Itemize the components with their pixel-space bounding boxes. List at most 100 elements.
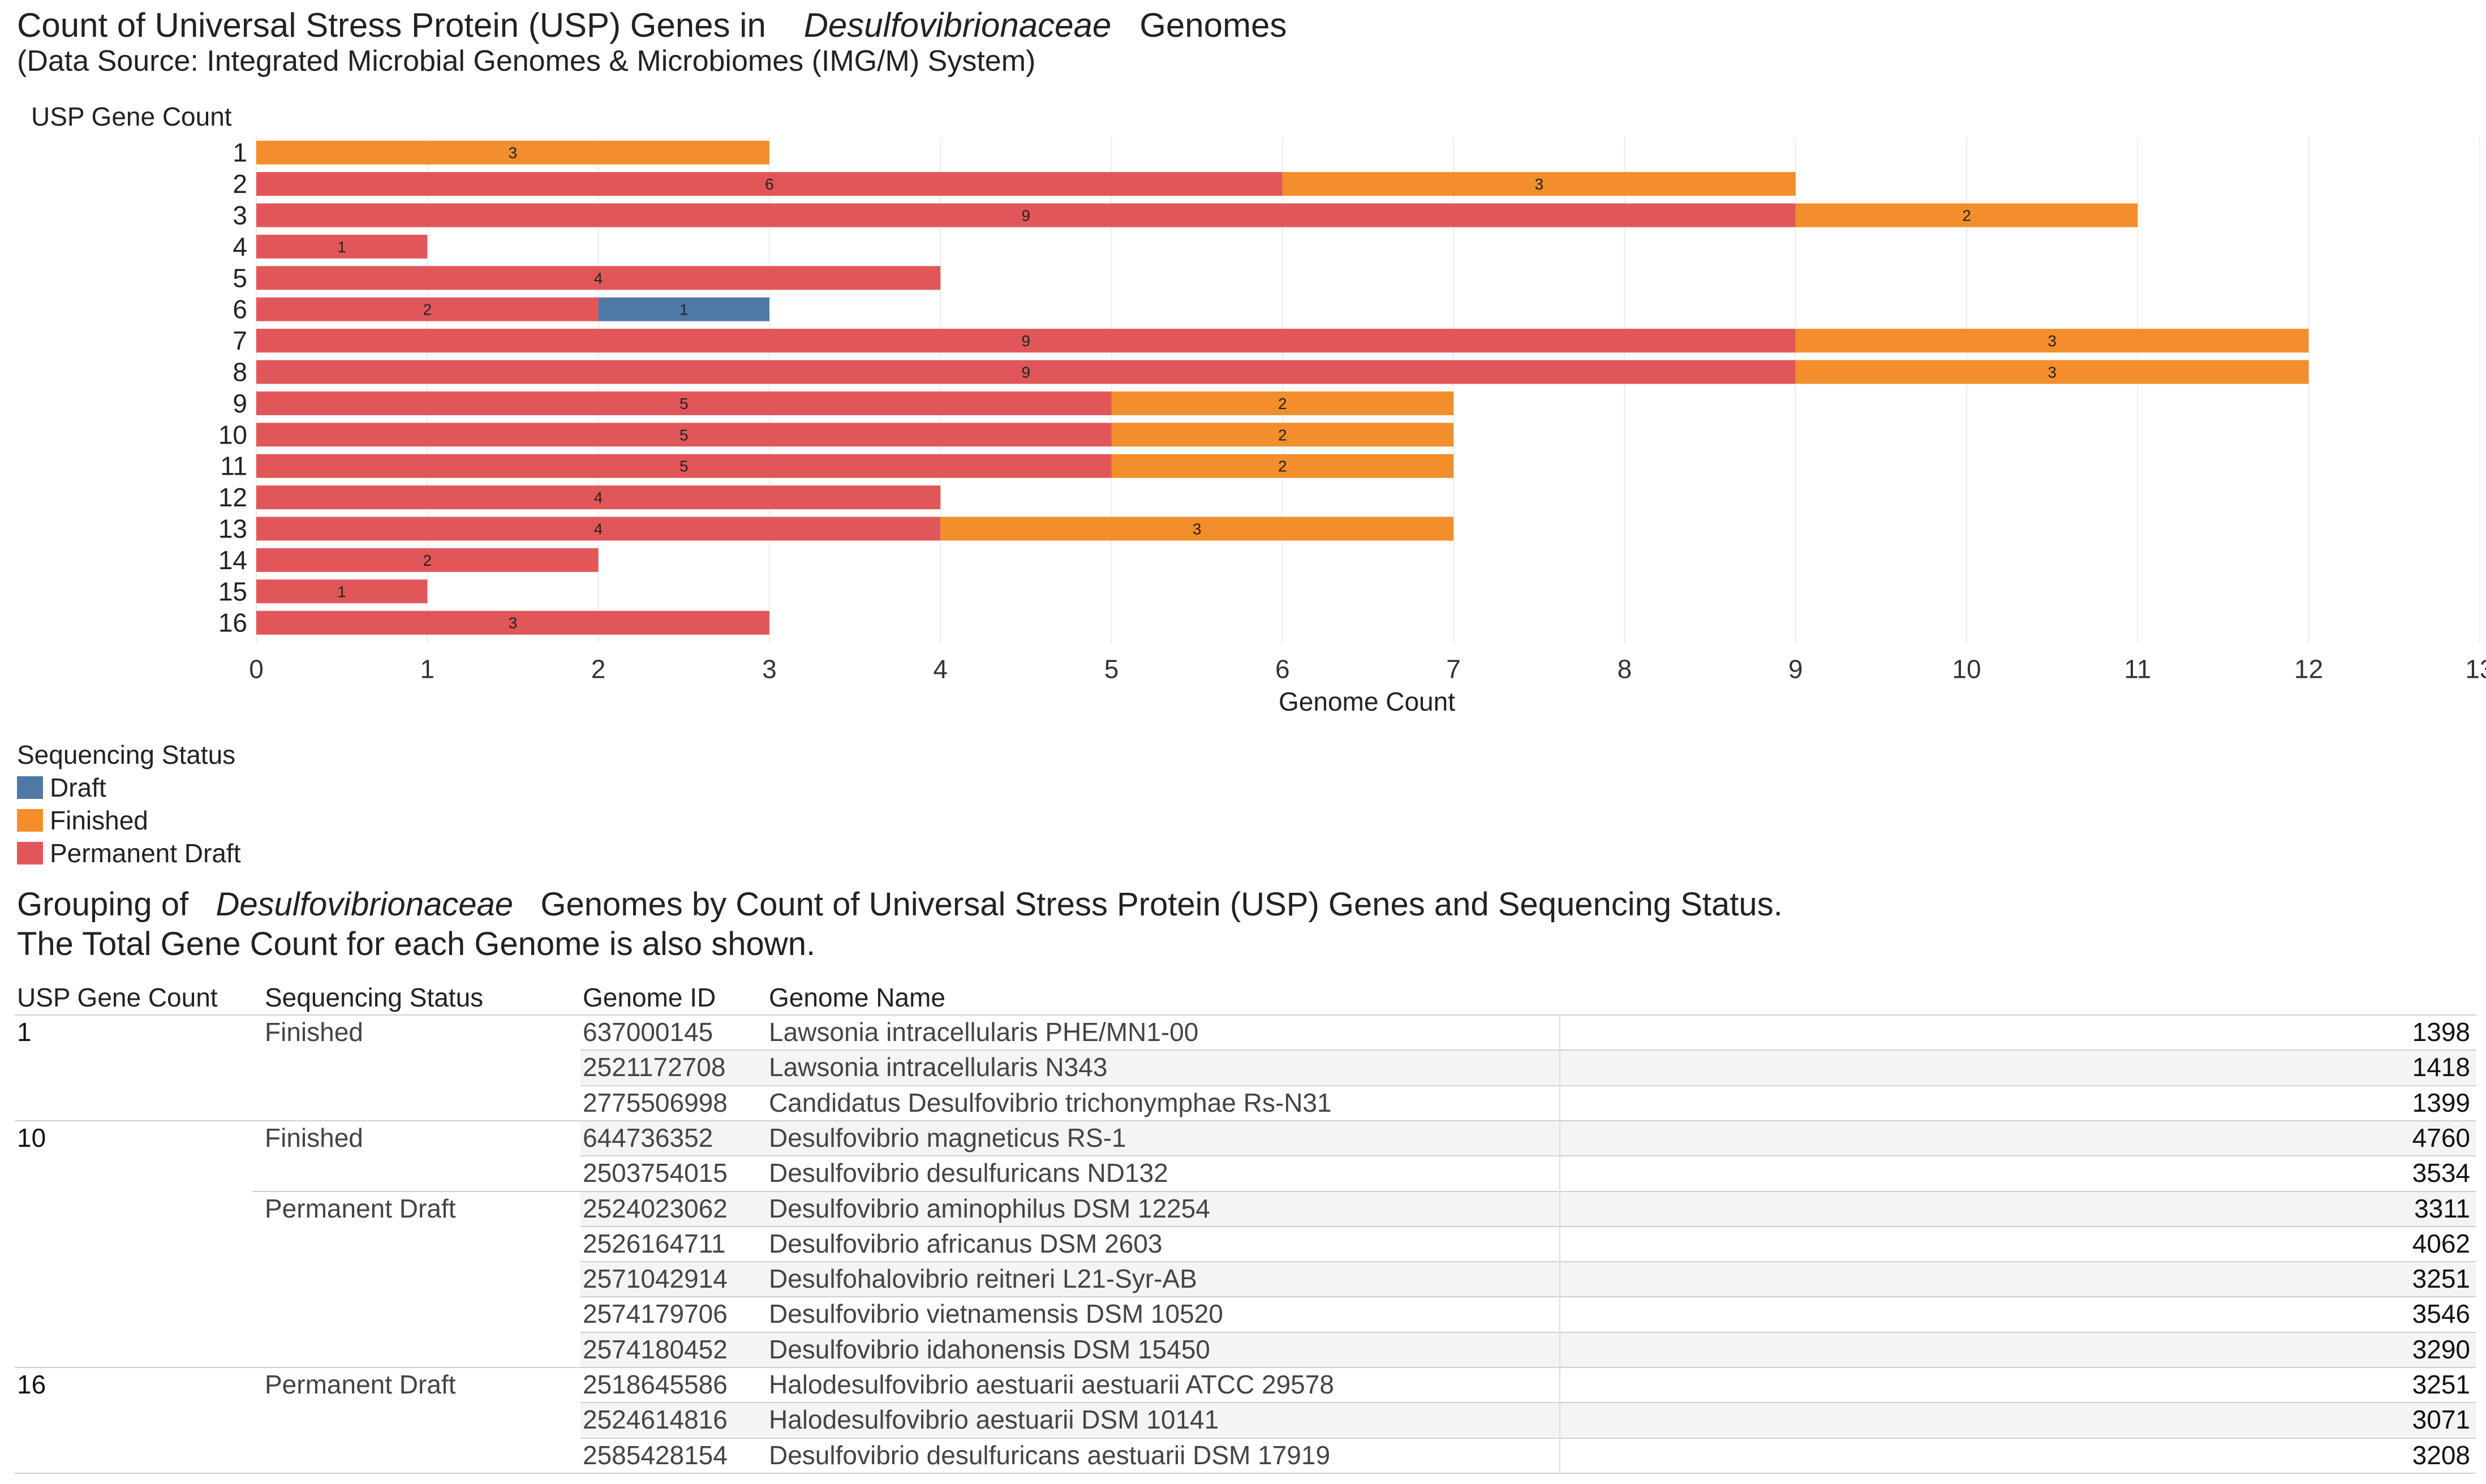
bar-7-permanent-draft[interactable] — [256, 329, 1796, 353]
bar-13-permanent-draft[interactable] — [256, 517, 941, 541]
cell-name: Halodesulfovibrio aestuarii aestuarii AT… — [769, 1370, 1334, 1399]
cell-total-gene-count: 1399 — [2412, 1087, 2470, 1117]
cell-name: Desulfovibrio vietnamensis DSM 10520 — [769, 1299, 1223, 1329]
bar-13-finished[interactable] — [940, 517, 1454, 541]
cell-name: Desulfovibrio magneticus RS-1 — [769, 1122, 1126, 1152]
cell-total-gene-count: 3311 — [2414, 1193, 2470, 1223]
row-divider — [15, 1120, 2476, 1121]
bar-11-permanent-draft[interactable] — [256, 454, 1112, 478]
cell-name: Candidatus Desulfovibrio trichonymphae R… — [769, 1087, 1332, 1117]
table-row[interactable]: Permanent Draft 2524023062 Desulfovibrio a… — [15, 1190, 2476, 1226]
table-row[interactable]: 16 Permanent Draft 2518645586 Halodesulfovi… — [15, 1367, 2476, 1402]
column-divider — [1559, 1225, 1560, 1261]
table-row[interactable]: 1 Finished 637000145 Lawsonia intracellular… — [15, 1014, 2476, 1049]
bar-6-permanent-draft[interactable] — [256, 297, 599, 321]
bar-3-finished[interactable] — [1795, 203, 2138, 227]
row-background — [580, 1261, 2476, 1297]
bar-10-permanent-draft[interactable] — [256, 423, 1112, 447]
bar-5-permanent-draft[interactable] — [256, 266, 941, 290]
cell-id: 2585428154 — [583, 1440, 728, 1470]
cell-total-gene-count: 3071 — [2412, 1405, 2470, 1435]
table-row[interactable]: 2521172708 Lawsonia intracellularis N343 1… — [15, 1049, 2476, 1085]
cell-id: 2574179706 — [583, 1299, 728, 1329]
bar-label-10-finished: 2 — [1278, 426, 1287, 444]
bar-9-permanent-draft[interactable] — [256, 391, 1112, 415]
column-divider — [1559, 1331, 1560, 1367]
table-row[interactable]: 2524614816 Halodesulfovibrio aestuarii DS… — [15, 1402, 2476, 1438]
table-row[interactable]: 2503754015 Desulfovibrio desulfuricans ND… — [15, 1155, 2476, 1191]
row-background — [580, 1120, 2476, 1155]
bar-10-finished[interactable] — [1111, 423, 1454, 447]
table-row[interactable]: 2526164711 Desulfovibrio africanus DSM 26… — [15, 1225, 2476, 1261]
column-divider — [1559, 1085, 1560, 1120]
bar-16-permanent-draft[interactable] — [256, 610, 769, 635]
legend-item-permanent-draft[interactable]: Permanent Draft — [17, 837, 240, 870]
cell-total-gene-count: 3546 — [2412, 1299, 2470, 1329]
bar-15-permanent-draft[interactable] — [256, 579, 428, 604]
bar-12-permanent-draft[interactable] — [256, 485, 941, 510]
cell-id: 2574180452 — [583, 1334, 728, 1364]
legend-item-finished[interactable]: Finished — [17, 804, 240, 837]
cell-status — [265, 1296, 570, 1331]
chart-bars: 3 6 3 9 2 1 4 2 1 9 3 9 3 5 2 5 2 5 2 4 4 3 2 1 3 — [256, 140, 2309, 635]
x-tick-label-9: 9 — [1788, 654, 1803, 683]
cell-status: Permanent Draft — [265, 1193, 456, 1223]
cell-usp — [17, 1191, 255, 1226]
legend-swatch-permanent-draft — [17, 842, 43, 864]
bar-7-finished[interactable] — [1795, 329, 2309, 353]
table-row[interactable]: 2574179706 Desulfovibrio vietnamensis DSM… — [15, 1296, 2476, 1332]
table-row[interactable]: 2775506998 Candidatus Desulfovibrio trich… — [15, 1085, 2476, 1120]
column-header-status[interactable]: Sequencing Status — [265, 983, 484, 1012]
cell-total-gene-count: 4062 — [2412, 1228, 2470, 1258]
cell-id: 2775506998 — [583, 1087, 728, 1117]
cell-usp: 1 — [17, 1017, 32, 1047]
table-row[interactable]: 2585428154 Desulfovibrio desulfuricans ae… — [15, 1437, 2476, 1473]
bar-label-1-finished: 3 — [509, 144, 518, 162]
column-header-genome-id[interactable]: Genome ID — [583, 983, 716, 1012]
column-header-genome-name[interactable]: Genome Name — [769, 983, 945, 1012]
bar-8-permanent-draft[interactable] — [256, 360, 1796, 384]
y-category-label-1: 1 — [233, 138, 247, 167]
legend: Sequencing Status Draft Finished Permane… — [17, 738, 240, 870]
column-header-usp[interactable]: USP Gene Count — [17, 983, 218, 1012]
bar-label-4-permanent-draft: 1 — [337, 238, 346, 256]
y-category-label-13: 13 — [218, 514, 247, 544]
bar-2-finished[interactable] — [1282, 172, 1796, 196]
cell-usp — [17, 1402, 255, 1437]
bar-3-permanent-draft[interactable] — [256, 203, 1796, 227]
row-background — [580, 1190, 2476, 1226]
x-tick-label-8: 8 — [1618, 654, 1632, 683]
bar-9-finished[interactable] — [1111, 391, 1454, 415]
bar-8-finished[interactable] — [1795, 360, 2309, 384]
chart-title-end: Genomes — [1139, 6, 1287, 44]
bar-label-9-permanent-draft: 5 — [679, 395, 689, 412]
legend-item-draft[interactable]: Draft — [17, 771, 240, 804]
cell-status — [265, 1332, 570, 1367]
table-row[interactable]: 2574180452 Desulfovibrio idahonensis DSM … — [15, 1331, 2476, 1367]
table-row[interactable]: 2571042914 Desulfohalovibrio reitneri L21… — [15, 1261, 2476, 1297]
bar-label-8-permanent-draft: 9 — [1022, 364, 1031, 381]
row-divider — [15, 1367, 2476, 1368]
bar-label-7-finished: 3 — [2048, 332, 2057, 350]
row-background — [580, 1049, 2476, 1085]
bar-14-permanent-draft[interactable] — [256, 548, 599, 572]
chart-title-text: Count of Universal Stress Protein (USP) … — [17, 6, 766, 44]
bar-6-draft[interactable] — [598, 297, 769, 321]
cell-id: 2524614816 — [583, 1405, 728, 1435]
bar-2-permanent-draft[interactable] — [256, 172, 1283, 196]
cell-total-gene-count: 1418 — [2412, 1052, 2470, 1082]
x-tick-label-7: 7 — [1446, 654, 1461, 683]
table-title-start: Grouping of — [17, 886, 189, 923]
cell-name: Desulfovibrio desulfuricans ND132 — [769, 1158, 1168, 1188]
x-tick-label-1: 1 — [420, 654, 435, 683]
table-row[interactable]: 10 Finished 644736352 Desulfovibrio magneti… — [15, 1120, 2476, 1155]
bar-1-finished[interactable] — [256, 140, 769, 165]
bar-11-finished[interactable] — [1111, 454, 1454, 478]
chart-subtitle: (Data Source: Integrated Microbial Genom… — [17, 45, 1036, 78]
bar-4-permanent-draft[interactable] — [256, 234, 428, 259]
cell-id: 2518645586 — [583, 1370, 728, 1399]
cell-name: Lawsonia intracellularis N343 — [769, 1052, 1108, 1082]
column-divider — [1559, 1367, 1560, 1402]
